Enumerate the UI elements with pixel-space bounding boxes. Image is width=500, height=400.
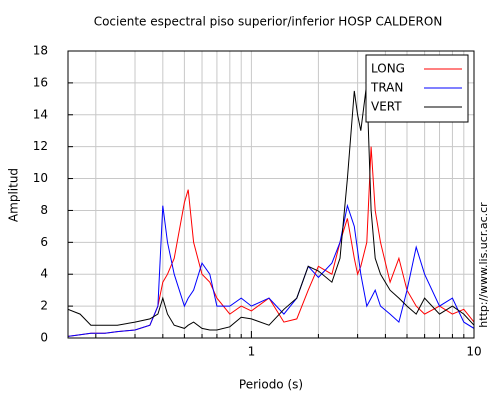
data-line: [68, 82, 474, 331]
y-tick-label: 0: [40, 331, 48, 345]
y-tick-label: 12: [33, 139, 48, 153]
x-axis-label: Periodo (s): [239, 378, 303, 392]
data-line: [68, 203, 474, 337]
y-tick-label: 6: [40, 235, 48, 249]
y-tick-label: 14: [33, 107, 48, 121]
plot-frame: [67, 50, 475, 339]
y-tick-label: 16: [33, 75, 48, 89]
side-note: http://www.lis.ucr.ac.cr: [477, 202, 490, 328]
chart-title: Cociente espectral piso superior/inferio…: [94, 15, 443, 29]
legend-label: VERT: [371, 100, 402, 114]
y-tick-label: 10: [33, 171, 48, 185]
legend-label: TRAN: [370, 81, 403, 95]
legend-label: LONG: [371, 62, 405, 76]
x-tick-label: 1: [248, 345, 256, 359]
y-tick-label: 4: [40, 267, 48, 281]
x-tick-label: 10: [466, 345, 481, 359]
y-tick-label: 2: [40, 299, 48, 313]
data-line: [68, 146, 474, 337]
y-tick-label: 18: [33, 44, 48, 58]
y-axis-label: Amplitud: [7, 168, 21, 222]
y-tick-label: 8: [40, 203, 48, 217]
